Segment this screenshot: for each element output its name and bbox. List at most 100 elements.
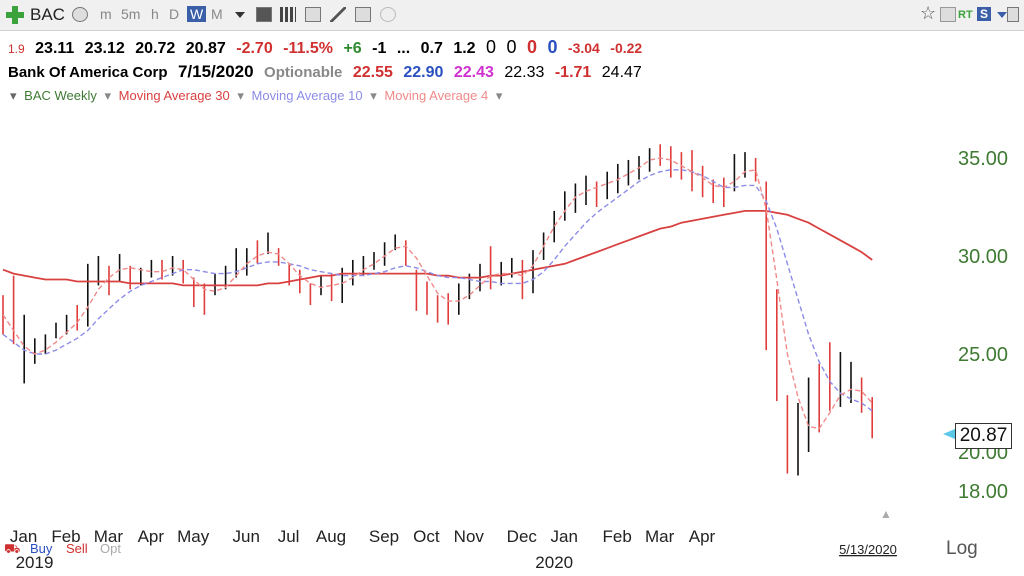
legend-ma30-dropdown-icon[interactable]: ▾ (237, 88, 244, 103)
legend-ma10-dropdown-icon[interactable]: ▾ (370, 88, 377, 103)
layout-icon[interactable] (355, 7, 371, 22)
x-tick-label: Apr (138, 527, 165, 546)
moving-averages (2, 157, 873, 430)
study-legend: ▾ BAC Weekly ▾ Moving Average 30 ▾ Movin… (10, 88, 506, 104)
quote-h: 0 (547, 37, 558, 57)
s-badge[interactable]: S (977, 7, 992, 21)
info-v3: 22.43 (453, 64, 494, 81)
quote-v1: 1.9 (8, 42, 25, 56)
add-symbol-icon[interactable] (6, 6, 24, 24)
last-price-marker (943, 429, 955, 439)
x-tick-label: Nov (454, 527, 485, 546)
link-icon[interactable] (72, 7, 88, 22)
company-name: Bank Of America Corp (8, 64, 168, 81)
legend-series[interactable]: BAC Weekly (24, 88, 97, 103)
x-tick-label: Mar (645, 527, 675, 546)
year-label: 2019 (16, 553, 54, 572)
x-tick-label: Mar (94, 527, 124, 546)
interval-5m[interactable]: 5m (121, 6, 141, 22)
interval-m[interactable]: m (100, 6, 112, 22)
bar-style-icon[interactable] (280, 7, 296, 22)
x-tick-label: Feb (51, 527, 80, 546)
quote-c: 0.7 (420, 40, 443, 57)
info-date: 7/15/2020 (177, 62, 254, 81)
quote-d: 1.2 (453, 40, 476, 57)
quote-high: 23.12 (84, 40, 125, 57)
legend-ma4-dropdown-icon[interactable]: ▾ (495, 88, 503, 103)
scroll-up-icon[interactable]: ▲ (880, 507, 892, 521)
legend-series-dropdown-icon[interactable]: ▾ (104, 88, 112, 103)
ma10-line (2, 169, 873, 412)
interval-d[interactable]: D (169, 6, 180, 22)
legend-ma30[interactable]: Moving Average 30 (118, 88, 230, 103)
trade-icon[interactable]: ⛟ (4, 541, 21, 556)
info-v5: -1.71 (554, 64, 592, 81)
interval-h[interactable]: h (151, 6, 159, 22)
legend-ma4[interactable]: Moving Average 4 (384, 88, 489, 103)
x-tick-label: Oct (413, 527, 440, 546)
quote-j: -0.22 (610, 40, 643, 56)
quote-b: -1 (372, 40, 387, 57)
interval-w[interactable]: W (187, 6, 207, 22)
info-v1: 22.55 (352, 64, 393, 81)
info-v6: 24.47 (601, 64, 642, 81)
quote-open: 23.11 (35, 40, 75, 57)
x-tick-label: Sep (369, 527, 399, 546)
quote-g: 0 (526, 37, 537, 57)
sell-button[interactable]: Sell (66, 541, 88, 556)
buy-button[interactable]: Buy (30, 541, 53, 556)
quote-f: 0 (506, 37, 517, 57)
s-dropdown-icon[interactable] (997, 12, 1007, 18)
alert-icon[interactable] (940, 7, 956, 22)
info-row: Bank Of America Corp 7/15/2020 Optionabl… (8, 62, 648, 82)
x-tick-label: May (177, 527, 210, 546)
x-tick-label: Jul (278, 527, 300, 546)
x-tick-label: Aug (316, 527, 346, 546)
year-label: 2020 (535, 553, 573, 572)
x-tick-label: Jan (550, 527, 577, 546)
x-tick-label: Jun (232, 527, 259, 546)
share-icon[interactable] (380, 7, 396, 22)
legend-series-icon[interactable]: ▾ (10, 88, 17, 103)
last-price-label: 20.87 (955, 423, 1012, 449)
quote-row: 1.9 23.11 23.12 20.72 20.87 -2.70 -11.5%… (8, 37, 648, 58)
x-axis: Jan Feb Mar Apr May Jun Jul Aug Sep Oct Nov Dec Jan F… (10, 527, 897, 572)
y-tick-label: 18.00 (958, 481, 1008, 503)
symbol-field[interactable]: BAC (30, 5, 65, 24)
x-tick-label: Feb (603, 527, 632, 546)
quote-low: 20.72 (135, 40, 176, 57)
date-marker-label: 5/13/2020 (839, 542, 897, 557)
x-tick-label: Jan (10, 527, 37, 546)
ma4-line (2, 157, 873, 430)
y-tick-label: 30.00 (958, 246, 1008, 268)
draw-tool-icon[interactable] (330, 7, 346, 22)
quote-close: 20.87 (185, 40, 226, 57)
quote-a: +6 (343, 40, 362, 57)
toolbar: BAC m 5m h D W M ☆ RT S (0, 0, 1024, 31)
quote-dots: ... (396, 40, 411, 57)
info-v2: 22.90 (403, 64, 444, 81)
rt-badge[interactable]: RT (958, 9, 973, 21)
interval-dropdown-icon[interactable] (235, 12, 245, 18)
opt-button[interactable]: Opt (100, 541, 121, 556)
text-tool-icon[interactable] (256, 7, 272, 22)
ma30-line (2, 209, 873, 287)
interval-m-monthly[interactable]: M (211, 6, 223, 22)
info-v4: 22.33 (504, 64, 545, 81)
log-scale-toggle[interactable]: Log (946, 538, 978, 559)
add-study-icon[interactable] (305, 7, 321, 22)
quote-e: 0 (486, 37, 497, 57)
window-icon[interactable] (1007, 7, 1019, 22)
star-icon[interactable]: ☆ (920, 3, 937, 23)
quote-change-pct: -11.5% (283, 40, 333, 57)
optionable-label: Optionable (264, 64, 343, 81)
quote-change: -2.70 (236, 40, 273, 57)
legend-ma10[interactable]: Moving Average 10 (251, 88, 363, 103)
price-bars (2, 144, 874, 476)
x-tick-label: Apr (689, 527, 716, 546)
x-tick-label: Dec (507, 527, 538, 546)
y-tick-label: 25.00 (958, 344, 1008, 366)
quote-i: -3.04 (567, 40, 600, 56)
